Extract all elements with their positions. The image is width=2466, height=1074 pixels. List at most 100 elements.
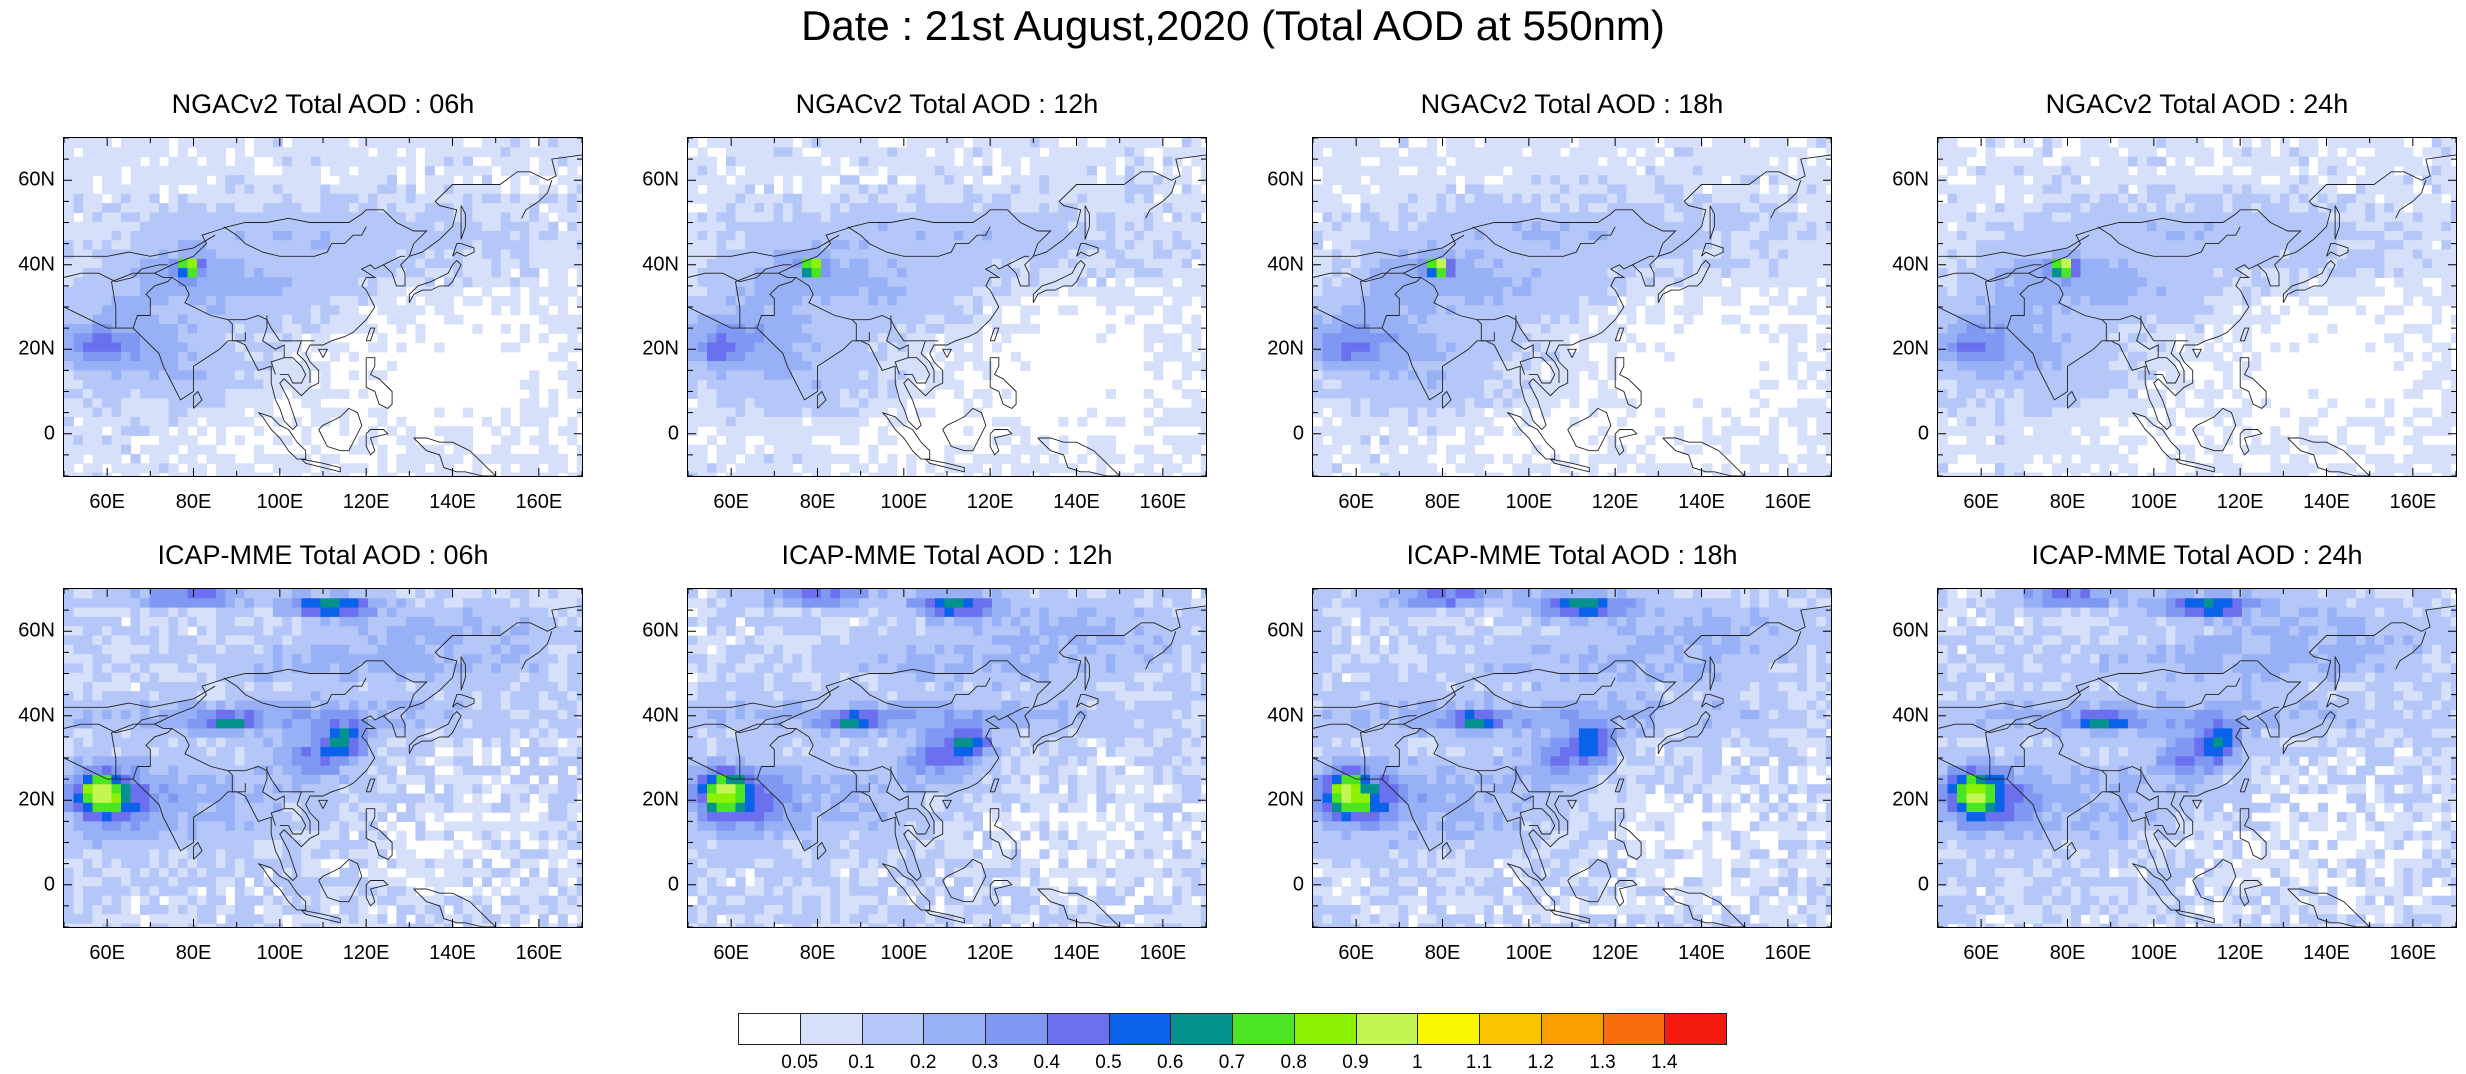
panel-title: ICAP-MME Total AOD : 18h [1312,540,1832,571]
lon-tick-label: 80E [1403,942,1483,965]
lon-tick-label: 80E [778,491,858,514]
panel-title: ICAP-MME Total AOD : 06h [63,540,583,571]
legend-swatch [985,1013,1048,1045]
lon-tick-label: 60E [1941,491,2021,514]
aod-map [1312,137,1832,477]
lon-tick-label: 100E [864,491,944,514]
lon-tick-label: 140E [1037,942,1117,965]
lon-tick-label: 140E [413,491,493,514]
lon-tick-label: 80E [154,491,234,514]
lat-tick-label: 0 [619,422,679,445]
lat-tick-label: 40N [619,253,679,276]
aod-map [1937,588,2457,928]
lon-tick-label: 160E [1123,491,1203,514]
legend-color-bar [738,1013,1726,1045]
lat-tick-label: 0 [0,422,55,445]
lon-tick-label: 80E [154,942,234,965]
lat-tick-label: 0 [1244,422,1304,445]
lon-tick-label: 60E [1316,491,1396,514]
lat-tick-label: 40N [0,253,55,276]
lon-tick-label: 80E [2028,942,2108,965]
aod-field-svg [64,589,582,927]
panel-title: NGACv2 Total AOD : 12h [687,89,1207,120]
lon-tick-label: 100E [2114,491,2194,514]
legend-swatch [1541,1013,1604,1045]
lon-tick-label: 60E [1941,942,2021,965]
lat-tick-label: 0 [1869,873,1929,896]
lon-tick-label: 140E [2287,942,2367,965]
lat-tick-label: 60N [1869,620,1929,643]
legend-swatch [1356,1013,1419,1045]
lat-tick-label: 60N [0,169,55,192]
legend-swatch [1170,1013,1233,1045]
lon-tick-label: 100E [240,491,320,514]
lon-tick-label: 120E [1575,942,1655,965]
lat-tick-label: 60N [619,620,679,643]
legend-swatch [1603,1013,1666,1045]
aod-field-svg [1938,138,2456,476]
lon-tick-label: 120E [1575,491,1655,514]
legend-swatch [738,1013,801,1045]
legend-swatch [1232,1013,1295,1045]
lat-tick-label: 20N [1244,789,1304,812]
lon-tick-label: 140E [1037,491,1117,514]
panel-title: NGACv2 Total AOD : 24h [1937,89,2457,120]
lon-tick-label: 140E [1662,942,1742,965]
lat-tick-label: 20N [619,338,679,361]
lon-tick-label: 160E [499,942,579,965]
legend-swatch [800,1013,863,1045]
lat-tick-label: 40N [0,704,55,727]
legend-swatch [923,1013,986,1045]
lon-tick-label: 160E [1123,942,1203,965]
lat-tick-label: 20N [619,789,679,812]
legend-swatch [1047,1013,1110,1045]
lon-tick-label: 120E [2200,942,2280,965]
figure-title: Date : 21st August,2020 (Total AOD at 55… [0,2,2466,50]
lon-tick-label: 100E [240,942,320,965]
panel-title: ICAP-MME Total AOD : 12h [687,540,1207,571]
lon-tick-label: 60E [691,942,771,965]
legend-swatch [1664,1013,1727,1045]
lat-tick-label: 20N [1869,789,1929,812]
lat-tick-label: 40N [619,704,679,727]
lat-tick-label: 40N [1869,253,1929,276]
lat-tick-label: 0 [0,873,55,896]
aod-field-svg [1313,138,1831,476]
lon-tick-label: 160E [2373,942,2453,965]
aod-field-svg [688,589,1206,927]
aod-map [1312,588,1832,928]
lon-tick-label: 60E [1316,942,1396,965]
aod-map [1937,137,2457,477]
lon-tick-label: 160E [499,491,579,514]
lon-tick-label: 140E [1662,491,1742,514]
aod-field-svg [1938,589,2456,927]
lon-tick-label: 160E [2373,491,2453,514]
legend-swatch [1294,1013,1357,1045]
lon-tick-label: 140E [2287,491,2367,514]
lat-tick-label: 60N [1869,169,1929,192]
aod-map [63,588,583,928]
lat-tick-label: 0 [619,873,679,896]
lon-tick-label: 60E [67,942,147,965]
lon-tick-label: 140E [413,942,493,965]
lat-tick-label: 60N [1244,169,1304,192]
lon-tick-label: 120E [2200,491,2280,514]
lat-tick-label: 40N [1869,704,1929,727]
lon-tick-label: 160E [1748,491,1828,514]
aod-field-svg [1313,589,1831,927]
panel-title: ICAP-MME Total AOD : 24h [1937,540,2457,571]
lon-tick-label: 80E [1403,491,1483,514]
legend-swatch [1109,1013,1172,1045]
lon-tick-label: 120E [950,491,1030,514]
panel-title: NGACv2 Total AOD : 06h [63,89,583,120]
lat-tick-label: 40N [1244,253,1304,276]
legend-swatch [862,1013,925,1045]
lon-tick-label: 100E [2114,942,2194,965]
aod-field-svg [64,138,582,476]
